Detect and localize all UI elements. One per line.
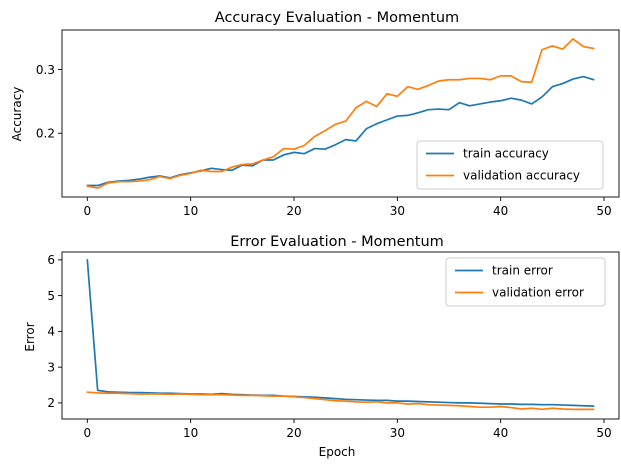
series-line-validation-accuracy: [86, 38, 595, 189]
x-tick-labels: 0 10 20 30 40 50: [83, 426, 611, 440]
x-axis-label: Epoch: [319, 445, 356, 459]
plot-lines: [86, 259, 595, 411]
y-tick-label: 6: [47, 253, 55, 267]
x-tick-label: 0: [83, 204, 91, 218]
y-axis-label: Error: [23, 322, 37, 351]
legend-box: [445, 257, 606, 307]
legend: train error validation error: [445, 257, 606, 307]
y-tick-label: 5: [47, 289, 55, 303]
y-tick-label: 0.3: [36, 63, 55, 77]
chart-title: Error Evaluation - Momentum: [230, 234, 444, 250]
legend-label-train-accuracy: train accuracy: [463, 147, 549, 161]
error-chart: Error Evaluation - Momentum Error Epoch …: [23, 234, 620, 459]
y-tick-labels: 0.2 0.3: [36, 63, 55, 141]
x-tick-label: 40: [493, 426, 508, 440]
plot-lines: [86, 38, 595, 189]
y-tick-label: 3: [47, 360, 55, 374]
y-tick-label: 2: [47, 396, 55, 410]
x-tick-label: 20: [286, 204, 301, 218]
chart-title: Accuracy Evaluation - Momentum: [215, 10, 459, 26]
x-tick-label: 50: [596, 204, 611, 218]
legend-label-validation-accuracy: validation accuracy: [463, 169, 580, 183]
series-line-validation-error: [86, 391, 595, 411]
axis-ticks: [58, 69, 605, 201]
x-tick-label: 50: [596, 426, 611, 440]
axes-frame: [61, 29, 620, 198]
y-tick-labels: 2 3 4 5 6: [47, 253, 55, 410]
y-axis-label: Accuracy: [10, 87, 24, 142]
legend-label-train-error: train error: [492, 264, 553, 278]
x-tick-labels: 0 10 20 30 40 50: [83, 204, 611, 218]
x-tick-label: 30: [390, 204, 405, 218]
legend: train accuracy validation accuracy: [416, 140, 604, 190]
series-line-train-error: [86, 259, 595, 407]
x-tick-label: 10: [183, 426, 198, 440]
x-tick-label: 0: [83, 426, 91, 440]
y-tick-label: 0.2: [36, 127, 55, 141]
x-tick-label: 40: [493, 204, 508, 218]
x-tick-label: 20: [286, 426, 301, 440]
x-tick-label: 10: [183, 204, 198, 218]
legend-box: [416, 140, 604, 190]
x-tick-label: 30: [390, 426, 405, 440]
axis-ticks: [58, 259, 605, 423]
y-tick-label: 4: [47, 325, 55, 339]
axes-frame: [61, 251, 620, 420]
accuracy-chart: Accuracy Evaluation - Momentum Accuracy …: [10, 10, 620, 218]
legend-label-validation-error: validation error: [492, 286, 584, 300]
